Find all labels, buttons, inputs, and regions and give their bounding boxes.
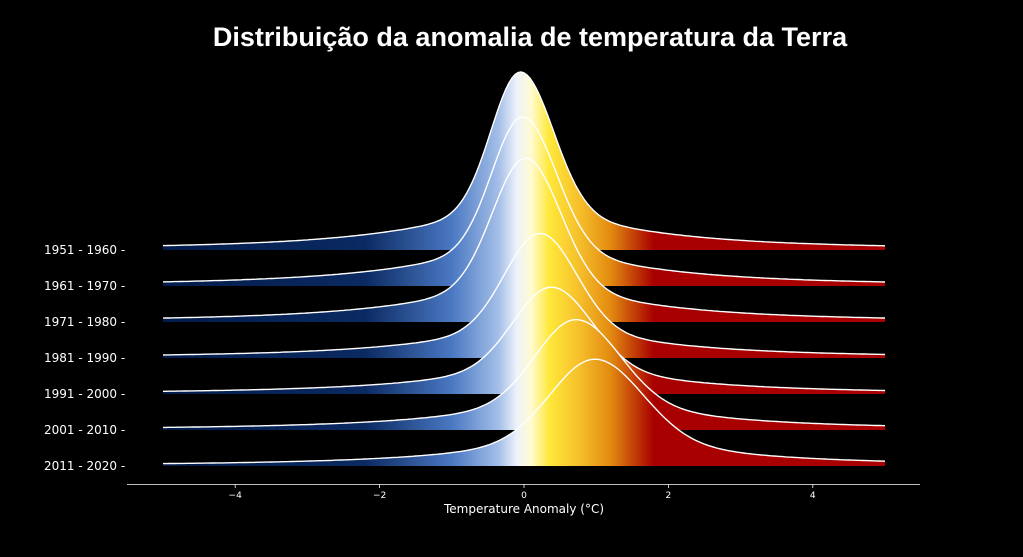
ridge-line-5 <box>163 286 886 392</box>
row-label-4: 1981 - 1990 - <box>44 351 125 365</box>
row-label-6: 2001 - 2010 - <box>44 423 125 437</box>
ridge-line-2 <box>162 116 886 283</box>
ridge-line-7 <box>163 358 886 465</box>
x-axis: −4 −2 0 2 4 <box>127 484 920 501</box>
row-label-3: 1971 - 1980 - <box>44 315 125 329</box>
row-label-2: 1961 - 1970 - <box>44 279 125 293</box>
ridges <box>162 71 886 466</box>
x-tick-label-2: −2 <box>373 491 386 501</box>
x-tick-label-4: 2 <box>666 491 672 501</box>
x-tick-label-1: −4 <box>229 491 243 501</box>
row-label-1: 1951 - 1960 - <box>44 243 125 257</box>
chart-title: Distribuição da anomalia de temperatura … <box>212 22 848 52</box>
x-axis-label: Temperature Anomaly (°C) <box>443 502 604 516</box>
row-label-5: 1991 - 2000 - <box>44 387 125 401</box>
row-labels: 1951 - 1960 - 1961 - 1970 - 1971 - 1980 - 1… <box>44 243 125 473</box>
ridge-line-4 <box>162 232 885 356</box>
ridge-line-3 <box>162 157 885 319</box>
ridge-line-6 <box>163 319 886 429</box>
x-tick-label-3: 0 <box>521 491 527 501</box>
ridge-area-3 <box>163 158 885 322</box>
ridge-area-6 <box>163 319 885 430</box>
row-label-7: 2011 - 2020 - <box>44 459 125 473</box>
ridge-line-1 <box>163 71 886 247</box>
ridge-area-5 <box>163 287 885 394</box>
x-tick-label-5: 4 <box>810 491 816 501</box>
ridge-area-4 <box>163 233 885 358</box>
ridge-area-7 <box>163 359 885 466</box>
